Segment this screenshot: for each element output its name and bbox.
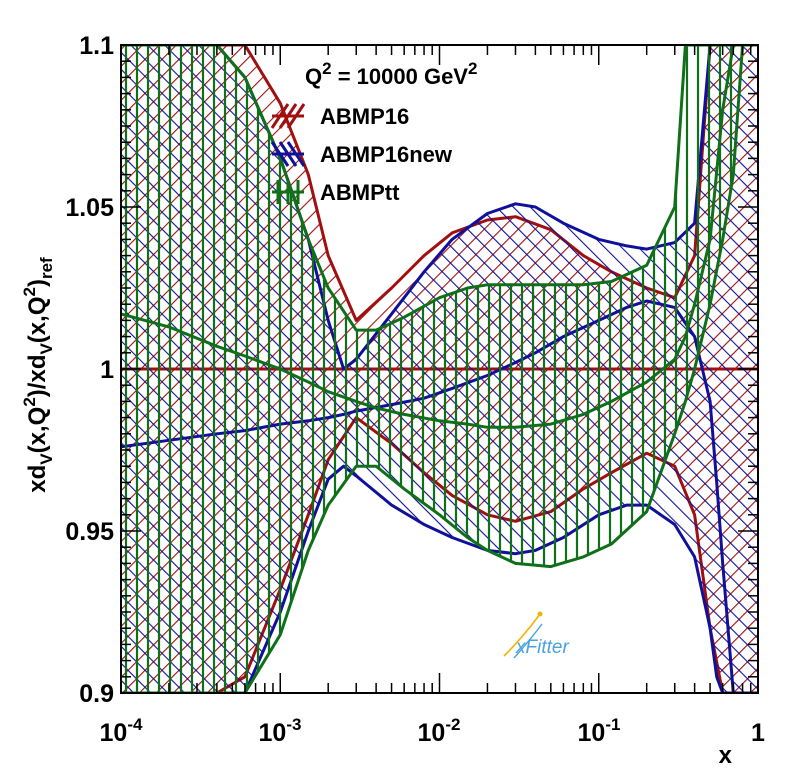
y-axis-ticks [121, 44, 758, 694]
abmptt-band-upper-edge [121, 45, 758, 332]
x-tick-label: 1 [751, 719, 765, 747]
abmptt-central-line [121, 45, 758, 429]
y-tick-label: 1.05 [65, 194, 114, 222]
legend-label-abmp16new: ABMP16new [320, 142, 453, 167]
legend: ABMP16 ABMP16new ABMPtt [270, 103, 453, 205]
abmptt-band-lower-edge [121, 45, 758, 693]
x-axis-title: x [719, 742, 733, 769]
legend-swatch-abmp16 [270, 103, 306, 129]
legend-label-abmptt: ABMPtt [320, 180, 400, 205]
x-tick-label: 10-1 [578, 715, 621, 747]
x-axis-ticks [120, 45, 752, 693]
x-tick-labels: 10-4 10-3 10-2 10-1 1 [100, 715, 766, 747]
legend-entry-abmptt: ABMPtt [272, 180, 400, 205]
xfitter-logo-text: xFitter [515, 637, 569, 658]
y-tick-label: 0.9 [79, 680, 114, 708]
legend-entry-abmp16: ABMP16 [270, 103, 409, 129]
x-tick-label: 10-4 [100, 715, 143, 747]
chart-title: Q2 = 10000 GeV2 [305, 59, 477, 89]
legend-label-abmp16: ABMP16 [320, 104, 409, 129]
abmptt-band-fill [121, 45, 758, 693]
x-tick-label: 10-2 [418, 715, 461, 747]
xfitter-logo: xFitter [503, 611, 569, 659]
y-axis-title: xdV(x,Q2)/xdV(x,Q2)ref [20, 257, 56, 493]
legend-swatch-abmptt [272, 180, 304, 204]
legend-swatch-abmp16new [270, 141, 306, 167]
x-tick-label: 10-3 [259, 715, 302, 747]
y-tick-label: 1.1 [79, 32, 114, 60]
y-tick-label: 1 [100, 356, 114, 384]
legend-entry-abmp16new: ABMP16new [270, 141, 453, 167]
band-abmptt [121, 45, 758, 693]
y-tick-label: 0.95 [65, 518, 114, 546]
plot-area [121, 45, 758, 693]
y-tick-labels: 0.9 0.95 1 1.05 1.1 [65, 32, 114, 708]
